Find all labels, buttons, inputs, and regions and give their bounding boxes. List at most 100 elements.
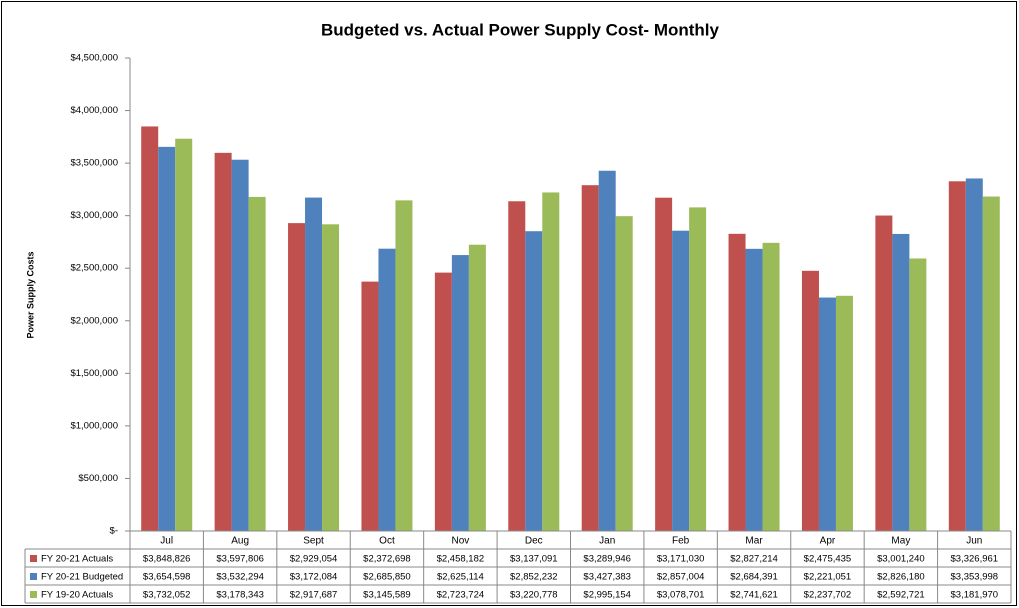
x-tick-label: Jun <box>966 536 982 547</box>
data-label: $2,852,232 <box>510 572 558 583</box>
bar <box>378 248 396 531</box>
x-tick-label: Aug <box>231 536 249 547</box>
y-tick-label: $500,000 <box>78 473 118 484</box>
data-label: $2,625,114 <box>437 572 484 583</box>
bar <box>248 196 266 531</box>
y-tick-label: $4,500,000 <box>70 53 118 64</box>
y-tick-label: $2,500,000 <box>70 263 118 274</box>
data-label: $2,827,214 <box>730 554 778 565</box>
data-label: $3,353,998 <box>951 572 999 583</box>
x-tick-label: May <box>891 536 910 547</box>
bar <box>615 216 633 532</box>
data-label: $2,237,702 <box>804 590 852 601</box>
bar <box>468 244 486 531</box>
data-label: $3,171,030 <box>657 554 705 565</box>
data-label: $3,181,970 <box>951 590 999 601</box>
data-label: $2,592,721 <box>877 590 925 601</box>
bar <box>158 146 176 531</box>
data-label: $3,078,701 <box>657 590 705 601</box>
data-label: $3,654,598 <box>143 572 191 583</box>
bar <box>835 295 853 531</box>
bar <box>672 230 690 531</box>
bar <box>581 185 599 531</box>
x-tick-label: Sept <box>303 536 324 547</box>
bar <box>728 233 746 531</box>
bar <box>875 215 893 532</box>
bar <box>508 201 526 531</box>
data-label: $3,220,778 <box>510 590 558 601</box>
data-label: $2,684,391 <box>730 572 778 583</box>
x-tick-label: Feb <box>672 536 690 547</box>
bar <box>982 196 1000 531</box>
bar <box>525 231 543 531</box>
x-tick-label: Mar <box>745 536 763 547</box>
bar <box>598 170 616 531</box>
legend-swatch <box>30 591 37 598</box>
bar <box>231 159 249 531</box>
x-tick-label: Apr <box>820 536 836 547</box>
y-tick-label: $4,000,000 <box>70 105 118 116</box>
legend-swatch <box>30 573 37 580</box>
data-label: $3,145,589 <box>363 590 411 601</box>
bar <box>948 181 966 531</box>
data-label: $2,826,180 <box>877 572 925 583</box>
bar <box>818 297 836 531</box>
bar <box>965 178 983 531</box>
data-label: $3,732,052 <box>143 590 191 601</box>
y-tick-label: $1,500,000 <box>70 368 118 379</box>
legend-label: FY 20-21 Actuals <box>41 554 113 565</box>
x-tick-label: Nov <box>451 536 469 547</box>
data-label: $2,741,621 <box>730 590 778 601</box>
data-label: $3,172,084 <box>290 572 338 583</box>
y-axis-label: Power Supply Costs <box>25 251 35 338</box>
x-tick-label: Dec <box>525 536 543 547</box>
bar <box>305 197 323 531</box>
legend-swatch <box>30 555 37 562</box>
bar <box>762 242 780 531</box>
bar <box>655 197 673 531</box>
data-label: $3,532,294 <box>216 572 264 583</box>
data-label: $3,289,946 <box>583 554 631 565</box>
x-tick-label: Oct <box>379 536 395 547</box>
data-label: $2,723,724 <box>437 590 485 601</box>
data-label: $3,326,961 <box>951 554 999 565</box>
data-label: $2,685,850 <box>363 572 411 583</box>
data-label: $2,475,435 <box>804 554 852 565</box>
bar <box>745 248 763 531</box>
bar <box>892 233 910 531</box>
data-label: $2,929,054 <box>290 554 338 565</box>
bar <box>361 281 379 531</box>
data-label: $2,221,051 <box>804 572 852 583</box>
bar <box>395 200 413 531</box>
y-tick-label: $3,000,000 <box>70 210 118 221</box>
data-label: $2,857,004 <box>657 572 705 583</box>
y-tick-label: $2,000,000 <box>70 315 118 326</box>
chart-title: Budgeted vs. Actual Power Supply Cost- M… <box>321 20 720 39</box>
y-tick-label: $1,000,000 <box>70 420 118 431</box>
bar <box>909 258 927 531</box>
bar <box>801 270 819 531</box>
data-label: $3,137,091 <box>510 554 558 565</box>
y-tick-label: $3,500,000 <box>70 158 118 169</box>
x-tick-label: Jul <box>160 536 173 547</box>
bar <box>322 224 340 532</box>
bar <box>175 138 193 532</box>
bar <box>542 192 560 531</box>
data-label: $3,178,343 <box>216 590 264 601</box>
bar <box>214 152 232 531</box>
data-label: $2,995,154 <box>583 590 631 601</box>
bar <box>434 272 452 531</box>
data-label: $3,427,383 <box>583 572 631 583</box>
data-label: $2,458,182 <box>437 554 485 565</box>
data-label: $3,597,806 <box>216 554 264 565</box>
bar <box>141 126 159 532</box>
legend-label: FY 20-21 Budgeted <box>41 572 123 583</box>
bar <box>288 223 306 531</box>
bar <box>689 207 707 531</box>
data-label: $3,848,826 <box>143 554 191 565</box>
data-label: $2,372,698 <box>363 554 411 565</box>
data-label: $2,917,687 <box>290 590 338 601</box>
legend-label: FY 19-20 Actuals <box>41 590 113 601</box>
